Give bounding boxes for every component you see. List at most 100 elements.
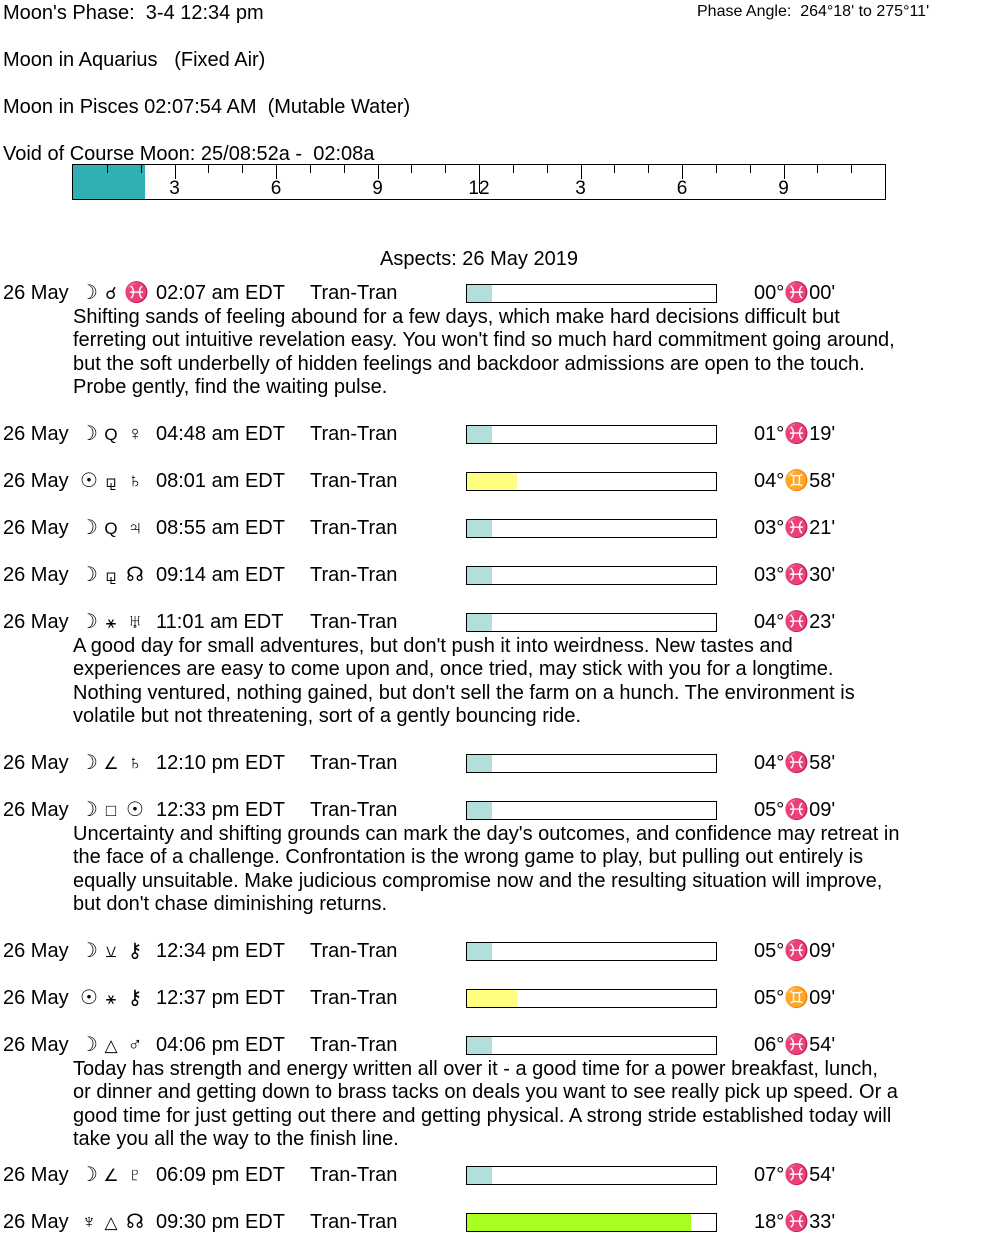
aspect-glyph-icon: □ xyxy=(105,801,117,820)
aspect-time: 04:48 am EDT xyxy=(156,423,285,445)
aspect-description-line: but the soft underbelly of hidden feelin… xyxy=(73,352,865,375)
aspect-glyph-icon: ⚼ xyxy=(105,472,117,491)
void-of-course: Void of Course Moon: 25/08:52a - 02:08a xyxy=(3,143,375,165)
aspect-glyph-icon: ⚹ xyxy=(105,989,117,1008)
strength-bar-fill xyxy=(467,755,492,772)
aspect-position: 05°♓09' xyxy=(754,940,836,962)
aspect-entry: 26 May ☽ Q ♀ 04:48 am EDT Tran-Tran 01°♓19' xyxy=(0,423,987,447)
moon-phase: Moon's Phase: 3-4 12:34 pm xyxy=(3,2,264,24)
aspect-type: Tran-Tran xyxy=(310,1163,398,1186)
aspect-entry: 26 May ☽ ∠ ♄ 12:10 pm EDT Tran-Tran 04°♓58' xyxy=(0,752,987,776)
aspect-time: 02:07 am EDT xyxy=(156,282,285,304)
aspect-row: 26 May ☽ □ ☉ 12:33 pm EDT Tran-Tran 05°♓09' xyxy=(0,799,987,823)
aspect-position: 00°♓00' xyxy=(754,282,836,304)
strength-bar xyxy=(466,754,717,773)
timeline-tick xyxy=(140,165,142,173)
aspect-date: 26 May xyxy=(3,564,69,586)
aspect-type: Tran-Tran xyxy=(310,752,398,774)
timeline-tick xyxy=(648,165,650,173)
strength-bar xyxy=(466,942,717,961)
aspect-entry: 26 May ☽ ⚹ ♅ 11:01 am EDT Tran-Tran 04°♓23' A g… xyxy=(0,611,987,729)
planet-1-glyph-icon: ☉ xyxy=(80,470,98,492)
aspect-position: 04°♓58' xyxy=(754,752,836,774)
planet-2-glyph-icon: ☉ xyxy=(126,799,144,821)
aspect-date: 26 May xyxy=(3,752,69,774)
strength-bar xyxy=(466,989,717,1008)
planet-1-glyph-icon: ☽ xyxy=(80,517,98,539)
aspect-glyph-icon: Q xyxy=(104,519,118,538)
strength-bar-fill xyxy=(467,1213,692,1231)
void-of-course-timeline: 3 6 9 12 3 6 9 xyxy=(72,164,886,200)
aspect-description-line: equally unsuitable. Make judicious compr… xyxy=(73,869,883,892)
planet-2-glyph-icon: ♃ xyxy=(127,517,143,539)
aspect-time: 06:09 pm EDT xyxy=(156,1163,285,1186)
aspect-type: Tran-Tran xyxy=(310,564,398,586)
aspect-date: 26 May xyxy=(3,940,69,962)
planet-1-glyph-icon: ☽ xyxy=(80,752,98,774)
timeline-tick xyxy=(377,165,379,179)
timeline-tick xyxy=(411,165,413,173)
aspect-position: 07°♓54' xyxy=(754,1163,836,1186)
aspect-row: 26 May ☽ Q ♀ 04:48 am EDT Tran-Tran 01°♓19' xyxy=(0,423,987,447)
planet-2-glyph-icon: ♄ xyxy=(127,752,143,774)
strength-bar-fill xyxy=(467,520,492,537)
timeline-tick xyxy=(580,165,582,179)
aspect-time: 09:30 pm EDT xyxy=(156,1210,285,1233)
aspect-position: 04°♓23' xyxy=(754,611,836,633)
aspect-type: Tran-Tran xyxy=(310,423,398,445)
aspect-position: 05°♓09' xyxy=(754,799,836,821)
timeline-label: 3 xyxy=(169,178,180,199)
aspect-time: 04:06 pm EDT xyxy=(156,1034,285,1056)
aspect-date: 26 May xyxy=(3,423,69,445)
aspect-type: Tran-Tran xyxy=(310,282,398,304)
aspect-position: 03°♓30' xyxy=(754,564,836,586)
aspect-date: 26 May xyxy=(3,282,69,304)
strength-bar-fill xyxy=(467,426,492,443)
timeline-tick xyxy=(208,165,210,173)
aspect-position: 03°♓21' xyxy=(754,517,836,539)
aspect-time: 11:01 am EDT xyxy=(156,611,284,633)
planet-2-glyph-icon: ♀ xyxy=(127,423,143,445)
aspect-type: Tran-Tran xyxy=(310,1210,398,1233)
timeline-tick xyxy=(749,165,751,173)
aspect-description-line: Probe gently, find the waiting pulse. xyxy=(73,376,388,398)
aspect-date: 26 May xyxy=(3,611,69,633)
aspect-date: 26 May xyxy=(3,1210,69,1233)
timeline-tick xyxy=(715,165,717,173)
aspect-row: 26 May ☽ ∠ ♇ 06:09 pm EDT Tran-Tran 07°♓54' xyxy=(0,1164,987,1188)
aspect-position: 01°♓19' xyxy=(754,423,836,445)
aspect-row: 26 May ☽ Q ♃ 08:55 am EDT Tran-Tran 03°♓21' xyxy=(0,517,987,541)
aspect-glyph-icon: ∠ xyxy=(103,754,119,773)
aspect-date: 26 May xyxy=(3,1034,69,1056)
aspect-entry: 26 May ☉ ⚼ ♄ 08:01 am EDT Tran-Tran 04°♊58' xyxy=(0,470,987,494)
timeline-tick xyxy=(682,165,683,179)
aspect-entry: 26 May ☽ ☌ ♓ 02:07 am EDT Tran-Tran 00°♓00' Shi… xyxy=(0,282,987,400)
aspect-entry: 26 May ☽ ⚺ ⚷ 12:34 pm EDT Tran-Tran 05°♓09' xyxy=(0,940,987,964)
aspect-time: 12:10 pm EDT xyxy=(156,752,285,774)
phase-angle: Phase Angle: 264°18' to 275°11' xyxy=(697,3,930,20)
aspect-list: 26 May ☽ ☌ ♓ 02:07 am EDT Tran-Tran 00°♓00' Shi… xyxy=(0,282,987,1258)
strength-bar xyxy=(466,801,717,820)
aspect-entry: 26 May ♆ △ ☊ 09:30 pm EDT Tran-Tran 18°♓33' xyxy=(0,1211,987,1235)
aspect-time: 09:14 am EDT xyxy=(156,564,285,586)
strength-bar xyxy=(466,566,717,585)
aspect-time: 08:55 am EDT xyxy=(156,517,285,539)
timeline-label: 9 xyxy=(372,178,383,199)
aspect-time: 12:37 pm EDT xyxy=(156,987,285,1009)
strength-bar xyxy=(466,425,717,444)
strength-bar xyxy=(466,1212,717,1232)
timeline-label: 3 xyxy=(575,178,586,199)
planet-2-glyph-icon: ⚷ xyxy=(127,940,143,962)
aspect-glyph-icon: ⚼ xyxy=(105,566,117,585)
planet-1-glyph-icon: ☽ xyxy=(80,611,98,633)
strength-bar-fill xyxy=(467,802,492,819)
strength-bar xyxy=(466,613,717,632)
timeline-tick xyxy=(512,165,514,173)
timeline-tick xyxy=(242,165,244,173)
planet-1-glyph-icon: ☽ xyxy=(80,1034,98,1056)
aspect-entry: 26 May ☉ ⚹ ⚷ 12:37 pm EDT Tran-Tran 05°♊09' xyxy=(0,987,987,1011)
planet-1-glyph-icon: ☽ xyxy=(80,282,98,304)
aspect-type: Tran-Tran xyxy=(310,517,398,539)
moon-sign-pisces: Moon in Pisces 02:07:54 AM (Mutable Wate… xyxy=(3,96,411,118)
aspect-type: Tran-Tran xyxy=(310,940,398,962)
